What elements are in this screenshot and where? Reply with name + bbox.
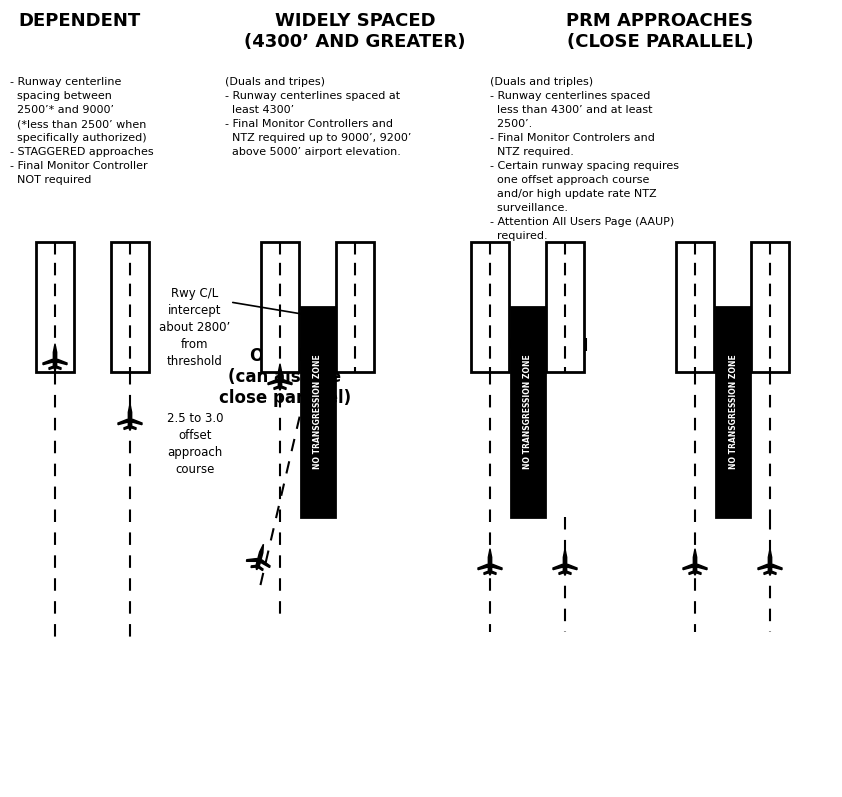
Bar: [676, 242, 714, 372]
Text: WIDELY SPACED
(4300’ AND GREATER): WIDELY SPACED (4300’ AND GREATER): [244, 12, 466, 51]
Text: (Duals and triples)
- Runway centerlines spaced
  less than 4300’ and at least
 : (Duals and triples) - Runway centerlines…: [490, 77, 679, 241]
Text: NO TRANSGRESSION ZONE: NO TRANSGRESSION ZONE: [313, 355, 322, 469]
Bar: [471, 242, 509, 372]
Text: (Duals and tripes)
- Runway centerlines spaced at
  least 4300’
- Final Monitor : (Duals and tripes) - Runway centerlines …: [225, 77, 412, 157]
Bar: [111, 242, 149, 372]
Text: 2.5 to 3.0
offset
approach
course: 2.5 to 3.0 offset approach course: [167, 412, 223, 476]
Text: - Runway centerline
  spacing between
  2500’* and 9000’
  (*less than 2500’ whe: - Runway centerline spacing between 2500…: [10, 77, 153, 185]
Bar: [514, 310, 542, 514]
Text: OFFSET
(can also be
close parallel): OFFSET (can also be close parallel): [219, 347, 351, 406]
Text: PRM APPROACHES
(CLOSE PARALLEL): PRM APPROACHES (CLOSE PARALLEL): [567, 12, 754, 51]
Bar: [719, 310, 747, 514]
Text: Rwy C/L
intercept
about 2800’
from
threshold: Rwy C/L intercept about 2800’ from thres…: [159, 287, 231, 368]
Polygon shape: [758, 549, 782, 575]
Bar: [336, 242, 374, 372]
Bar: [511, 307, 545, 517]
Polygon shape: [43, 344, 67, 370]
Bar: [36, 242, 74, 372]
Text: NO TRANSGRESSION ZONE: NO TRANSGRESSION ZONE: [728, 355, 738, 469]
Bar: [261, 242, 299, 372]
Polygon shape: [683, 549, 707, 575]
Polygon shape: [268, 363, 292, 391]
Bar: [716, 307, 750, 517]
Polygon shape: [553, 549, 577, 575]
Text: NO TRANSGRESSION ZONE: NO TRANSGRESSION ZONE: [524, 355, 532, 469]
Polygon shape: [478, 549, 502, 575]
Bar: [751, 242, 789, 372]
Polygon shape: [118, 404, 142, 430]
Bar: [304, 310, 332, 514]
Bar: [546, 242, 584, 372]
Polygon shape: [247, 544, 270, 571]
Bar: [301, 307, 335, 517]
Text: DEPENDENT: DEPENDENT: [19, 12, 141, 30]
Text: STRAIGHT-IN: STRAIGHT-IN: [471, 337, 589, 355]
